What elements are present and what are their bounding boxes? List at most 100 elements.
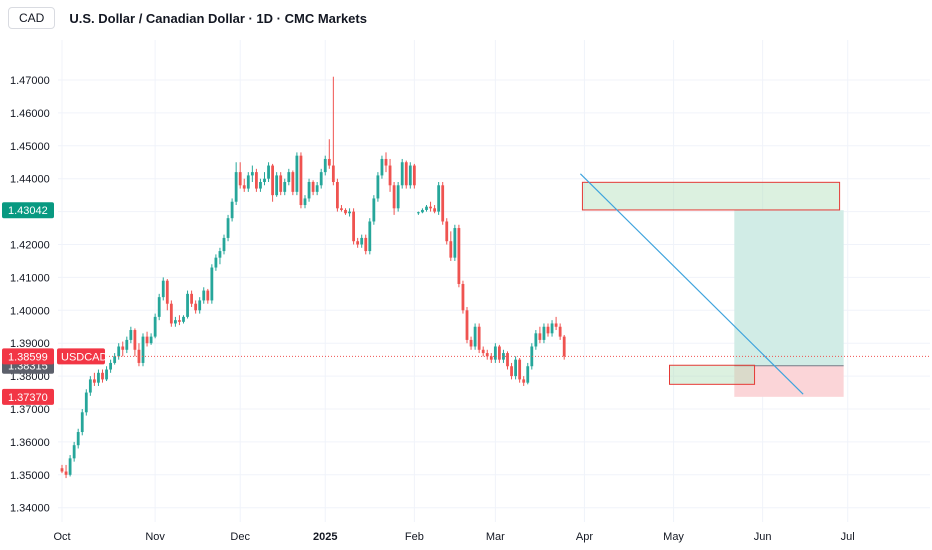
- y-tick-label: 1.45000: [10, 141, 50, 153]
- candle-body: [64, 471, 68, 475]
- candle-body: [400, 162, 404, 186]
- candle-body: [198, 300, 202, 311]
- candle-body: [473, 326, 477, 347]
- candle-body: [279, 175, 283, 192]
- candle-body: [518, 359, 522, 380]
- candle-body: [190, 293, 193, 304]
- candle-body: [348, 211, 351, 214]
- time-axis: Oct Nov Dec 2025 Feb Mar Apr May Jun Jul: [53, 531, 854, 543]
- candle-body: [457, 228, 461, 284]
- candle-body: [538, 333, 542, 340]
- y-tick-label: 1.34000: [10, 503, 50, 515]
- candle-body: [514, 359, 517, 377]
- x-tick-label: Apr: [576, 531, 593, 543]
- x-tick-label: Jul: [841, 531, 855, 543]
- candle-body: [117, 346, 121, 357]
- y-tick-label: 1.44000: [10, 174, 50, 186]
- candle-body: [356, 241, 360, 245]
- candle-body: [80, 412, 84, 433]
- demand-zone-box: [669, 364, 756, 385]
- y-tick-label: 1.35000: [10, 470, 50, 482]
- candle-body: [222, 237, 226, 252]
- y-tick-label: 1.37000: [10, 404, 50, 416]
- candle-body: [263, 178, 266, 182]
- candle-body: [526, 366, 530, 383]
- candle-body: [206, 290, 210, 301]
- candle-body: [218, 251, 222, 258]
- x-tick-label: Oct: [53, 531, 70, 543]
- stop-loss-tag: 1.37370: [8, 392, 48, 404]
- supply-zone-box: [581, 181, 841, 211]
- candle-body: [498, 346, 501, 360]
- candle-body: [550, 323, 554, 334]
- symbol-selector[interactable]: CAD: [8, 7, 56, 29]
- candle-body: [125, 339, 129, 350]
- candle-body: [157, 297, 161, 317]
- candle-body: [145, 336, 149, 344]
- candle-body: [319, 172, 323, 186]
- candle-body: [502, 353, 505, 360]
- candle-body: [546, 326, 550, 334]
- x-tick-label: 2025: [313, 531, 337, 543]
- candle-body: [380, 158, 384, 176]
- candle-body: [250, 172, 254, 176]
- candle-body: [283, 181, 287, 192]
- candle-body: [113, 356, 117, 363]
- position-zones: [581, 181, 844, 397]
- candle-body: [469, 339, 473, 347]
- price-axis: 1.470001.460001.450001.440001.430001.420…: [10, 75, 50, 515]
- candle-body: [226, 218, 230, 238]
- candle-body: [554, 323, 558, 327]
- candle-body: [417, 212, 420, 214]
- candle-body: [88, 379, 92, 393]
- candle-body: [174, 320, 177, 324]
- candle-body: [445, 221, 449, 242]
- candle-body: [76, 432, 80, 446]
- candle-body: [425, 206, 428, 210]
- candle-body: [510, 366, 513, 377]
- candle-body: [178, 320, 181, 322]
- candle-body: [481, 349, 485, 354]
- candle-body: [344, 209, 347, 214]
- profit-zone: [734, 210, 844, 366]
- symbol-tag: USDCAD: [61, 351, 108, 363]
- candle-body: [311, 181, 315, 192]
- candle-body: [368, 221, 372, 252]
- candle-body: [182, 316, 185, 322]
- loss-zone: [734, 365, 844, 397]
- candle-body: [214, 257, 218, 268]
- y-tick-label: 1.46000: [10, 108, 50, 120]
- candle-body: [336, 181, 339, 209]
- candle-body: [433, 208, 436, 212]
- candle-body: [558, 326, 562, 337]
- candle-body: [352, 211, 355, 242]
- candle-body: [169, 303, 173, 324]
- candle-body: [202, 290, 206, 301]
- x-tick-label: Nov: [145, 531, 165, 543]
- candle-body: [506, 353, 509, 367]
- candle-body: [404, 162, 408, 186]
- candle-body: [392, 185, 396, 209]
- take-profit-tag-bg: [2, 202, 54, 219]
- candle-body: [449, 241, 453, 258]
- candle-body: [84, 392, 88, 413]
- x-tick-label: May: [663, 531, 684, 543]
- trendline: [579, 173, 804, 395]
- candle-body: [530, 346, 534, 367]
- candle-body: [287, 172, 291, 182]
- x-tick-label: Feb: [405, 531, 424, 543]
- candle-body: [109, 362, 112, 370]
- candle-body: [186, 293, 189, 317]
- candle-body: [60, 468, 64, 472]
- candle-body: [141, 336, 145, 363]
- candle-body: [210, 267, 214, 301]
- current-price-tag-bg: [2, 348, 54, 365]
- symbol-tag-bg: [57, 348, 105, 365]
- candle-body: [384, 158, 388, 166]
- candle-body: [323, 158, 327, 173]
- candle-body: [441, 185, 445, 222]
- candle-body: [485, 353, 489, 357]
- candle-body: [72, 445, 76, 459]
